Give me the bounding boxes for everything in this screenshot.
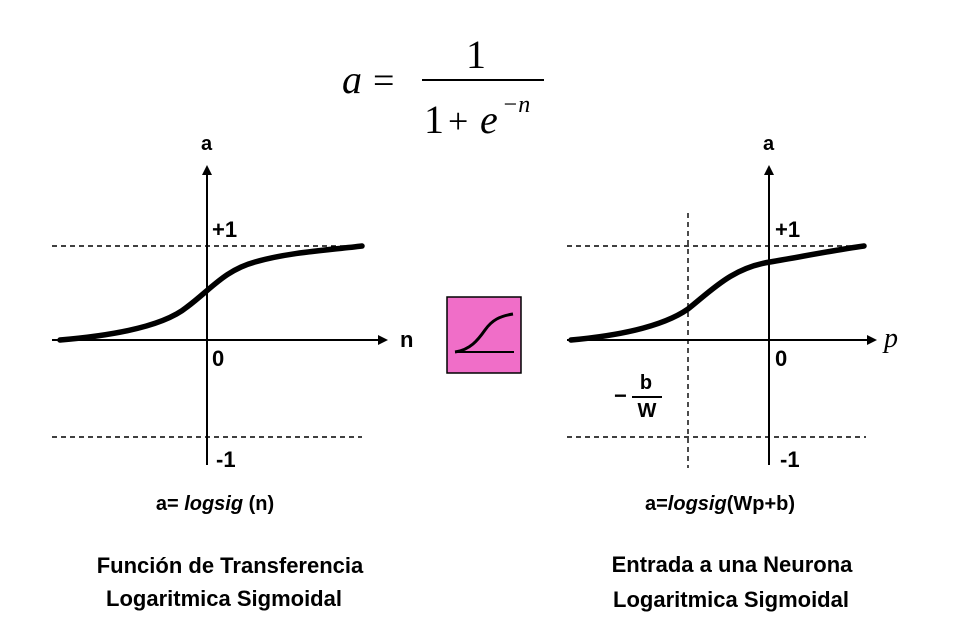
right-offset-denominator: W: [638, 400, 657, 422]
right-plus-one-label: +1: [775, 217, 800, 242]
left-caption-suffix: (n): [243, 493, 274, 515]
right-sigmoid-curve: [568, 243, 867, 343]
left-minus-one-label: -1: [216, 447, 236, 472]
formula-denominator-e: e: [480, 97, 498, 142]
left-zero-label: 0: [212, 346, 224, 371]
left-graph: a n +1 0 -1 a= logsig (n) Función de Tra…: [52, 133, 413, 611]
left-caption-prefix: a=: [156, 493, 184, 515]
formula: a = 1 1 + e −n: [342, 32, 544, 142]
right-title-line2: Logaritmica Sigmoidal: [613, 587, 849, 612]
logsig-transfer-icon: [446, 296, 522, 374]
right-offset-numerator: b: [640, 372, 652, 394]
left-title-line2: Logaritmica Sigmoidal: [106, 586, 342, 611]
formula-exponent: −n: [502, 92, 530, 118]
transfer-icon-curve: [454, 312, 514, 354]
right-caption-suffix: (Wp+b): [727, 493, 795, 515]
right-caption: a=logsig(Wp+b): [645, 493, 795, 515]
formula-denominator-one: 1: [424, 97, 444, 142]
left-sigmoid-curve: [57, 243, 365, 343]
right-caption-function: logsig: [668, 493, 727, 515]
right-y-axis-label: a: [763, 133, 775, 155]
right-offset-label: − b W: [614, 372, 662, 422]
left-x-axis-label: n: [400, 327, 413, 352]
left-y-axis-label: a: [201, 133, 213, 155]
right-minus-one-label: -1: [780, 447, 800, 472]
transfer-icon-box: [446, 296, 522, 374]
right-graph: a p +1 0 -1 − b W a=logsig(Wp+b) Entrada…: [567, 133, 898, 612]
formula-numerator: 1: [466, 32, 486, 77]
formula-equals: =: [373, 60, 394, 102]
right-zero-label: 0: [775, 346, 787, 371]
formula-lhs: a: [342, 57, 362, 102]
left-plus-one-label: +1: [212, 217, 237, 242]
formula-denominator-plus: +: [448, 101, 468, 141]
left-caption-function: logsig: [184, 493, 243, 515]
left-title-line1: Función de Transferencia: [97, 553, 364, 578]
left-caption: a= logsig (n): [156, 493, 274, 515]
right-title-line1: Entrada a una Neurona: [612, 552, 854, 577]
right-offset-minus: −: [614, 383, 627, 408]
right-caption-prefix: a=: [645, 493, 668, 515]
right-x-axis-label: p: [882, 323, 898, 354]
